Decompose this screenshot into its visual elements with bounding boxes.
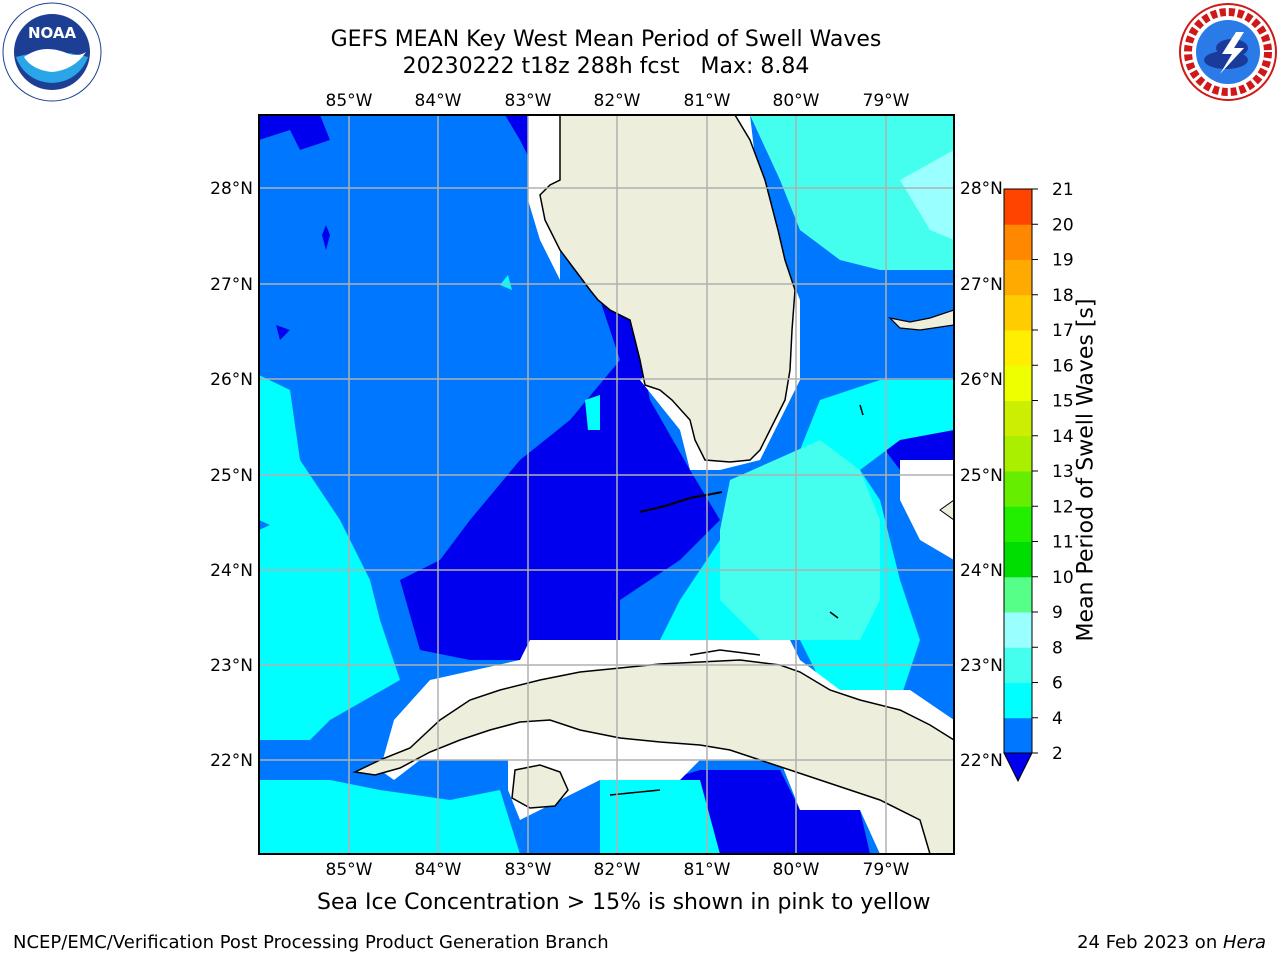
chart-subtitle: 20230222 t18z 288h fcst Max: 8.84 bbox=[402, 54, 810, 79]
sea-ice-note: Sea Ice Concentration > 15% is shown in … bbox=[317, 890, 931, 915]
colorbar-tick-label: 11 bbox=[1052, 533, 1074, 553]
colorbar-segment bbox=[1004, 506, 1032, 542]
lon-label: 84°W bbox=[415, 860, 462, 880]
colorbar-segment bbox=[1004, 471, 1032, 507]
lon-label: 83°W bbox=[505, 860, 552, 880]
colorbar-segment bbox=[1004, 294, 1032, 331]
ocean-light-cyan-se bbox=[720, 440, 880, 640]
lat-labels-right: 28°N 27°N 26°N 25°N 24°N 23°N 22°N bbox=[960, 179, 1003, 771]
lat-label: 24°N bbox=[960, 561, 1003, 581]
colorbar-segment bbox=[1004, 189, 1032, 225]
colorbar-segment bbox=[1004, 330, 1032, 366]
land-bahamas bbox=[888, 309, 954, 331]
lon-label: 79°W bbox=[863, 91, 910, 111]
colorbar-segment bbox=[1004, 682, 1032, 719]
colorbar-segment bbox=[1004, 612, 1032, 648]
lon-label: 81°W bbox=[684, 860, 731, 880]
colorbar-tick-label: 9 bbox=[1052, 603, 1063, 623]
lat-label: 27°N bbox=[210, 275, 253, 295]
lat-label: 25°N bbox=[960, 466, 1003, 486]
colorbar-tick-label: 4 bbox=[1052, 709, 1063, 729]
footer-date-text: 24 Feb 2023 on bbox=[1077, 932, 1223, 953]
colorbar-segment bbox=[1004, 541, 1032, 578]
footer-machine: Hera bbox=[1222, 932, 1266, 953]
map-area bbox=[259, 115, 954, 854]
colorbar-tick-label: 8 bbox=[1052, 638, 1063, 658]
lat-labels-left: 28°N 27°N 26°N 25°N 24°N 23°N 22°N bbox=[210, 179, 253, 771]
colorbar-tick-label: 14 bbox=[1052, 427, 1074, 447]
colorbar-tick-label: 10 bbox=[1052, 568, 1074, 588]
colorbar-segment bbox=[1004, 435, 1032, 472]
lon-labels-top: 85°W 84°W 83°W 82°W 81°W 80°W 79°W bbox=[326, 91, 910, 111]
colorbar-tick-label: 20 bbox=[1052, 215, 1074, 235]
colorbar-segment bbox=[1004, 576, 1032, 613]
lat-label: 27°N bbox=[960, 275, 1003, 295]
colorbar-tick-label: 2 bbox=[1052, 744, 1063, 764]
lon-label: 80°W bbox=[773, 860, 820, 880]
chart-title: GEFS MEAN Key West Mean Period of Swell … bbox=[330, 27, 882, 52]
colorbar-extend-arrow bbox=[1003, 752, 1033, 783]
footer-date: 24 Feb 2023 on Hera bbox=[1077, 932, 1266, 953]
lat-label: 23°N bbox=[960, 656, 1003, 676]
colorbar-segment bbox=[1004, 224, 1032, 260]
lon-label: 80°W bbox=[773, 91, 820, 111]
lon-label: 81°W bbox=[684, 91, 731, 111]
colorbar-tick-label: 16 bbox=[1052, 356, 1074, 376]
lat-label: 25°N bbox=[210, 466, 253, 486]
lon-label: 82°W bbox=[594, 860, 641, 880]
nws-logo bbox=[1179, 3, 1277, 101]
lon-label: 84°W bbox=[415, 91, 462, 111]
colorbar-segment bbox=[1004, 717, 1032, 754]
colorbar-tick-label: 15 bbox=[1052, 392, 1074, 412]
ocean-dark-central bbox=[400, 115, 720, 660]
lon-label: 79°W bbox=[863, 860, 910, 880]
ocean-dark-nw bbox=[259, 115, 330, 150]
colorbar-tick-label: 19 bbox=[1052, 251, 1074, 271]
land-isla-juventud bbox=[511, 764, 569, 809]
lat-label: 28°N bbox=[960, 179, 1003, 199]
colorbar-tick-label: 21 bbox=[1052, 180, 1074, 200]
noaa-logo-text: NOAA bbox=[28, 24, 77, 42]
lat-label: 26°N bbox=[210, 370, 253, 390]
colorbar-tick-label: 13 bbox=[1052, 462, 1074, 482]
lat-label: 24°N bbox=[210, 561, 253, 581]
map-frame bbox=[258, 114, 955, 855]
colorbar-title: Mean Period of Swell Waves [s] bbox=[1073, 298, 1099, 642]
lat-label: 28°N bbox=[210, 179, 253, 199]
ocean-cyan-west bbox=[259, 375, 400, 740]
lat-label: 26°N bbox=[960, 370, 1003, 390]
lat-label: 23°N bbox=[210, 656, 253, 676]
colorbar-tick-label: 12 bbox=[1052, 497, 1074, 517]
land-cuba bbox=[352, 659, 954, 854]
ocean-pale-ne bbox=[900, 150, 954, 240]
lon-labels-bottom: 85°W 84°W 83°W 82°W 81°W 80°W 79°W bbox=[326, 860, 910, 880]
colorbar-tick-label: 18 bbox=[1052, 286, 1074, 306]
ocean-cyan-southwest bbox=[259, 780, 520, 854]
lat-label: 22°N bbox=[210, 751, 253, 771]
colorbar-segment bbox=[1004, 647, 1032, 683]
colorbar: 2 4 6 8 9 10 11 12 13 14 15 16 17 18 19 20 21 bbox=[1003, 180, 1074, 783]
footer-branch: NCEP/EMC/Verification Post Processing Pr… bbox=[13, 932, 609, 953]
colorbar-segment bbox=[1004, 365, 1032, 401]
ocean-light-cyan-ne bbox=[750, 115, 954, 270]
lat-label: 22°N bbox=[960, 751, 1003, 771]
no-data-bahamas bbox=[900, 460, 954, 560]
lon-label: 83°W bbox=[505, 91, 552, 111]
land-florida-keys bbox=[639, 491, 723, 513]
colorbar-segment bbox=[1004, 400, 1032, 437]
land-florida bbox=[539, 115, 796, 463]
colorbar-tick-label: 17 bbox=[1052, 321, 1074, 341]
lon-label: 82°W bbox=[594, 91, 641, 111]
lon-label: 85°W bbox=[326, 860, 373, 880]
graticule bbox=[259, 115, 954, 854]
noaa-logo: NOAA bbox=[2, 2, 102, 102]
colorbar-segment bbox=[1004, 259, 1032, 296]
lon-label: 85°W bbox=[326, 91, 373, 111]
colorbar-tick-label: 6 bbox=[1052, 674, 1063, 694]
